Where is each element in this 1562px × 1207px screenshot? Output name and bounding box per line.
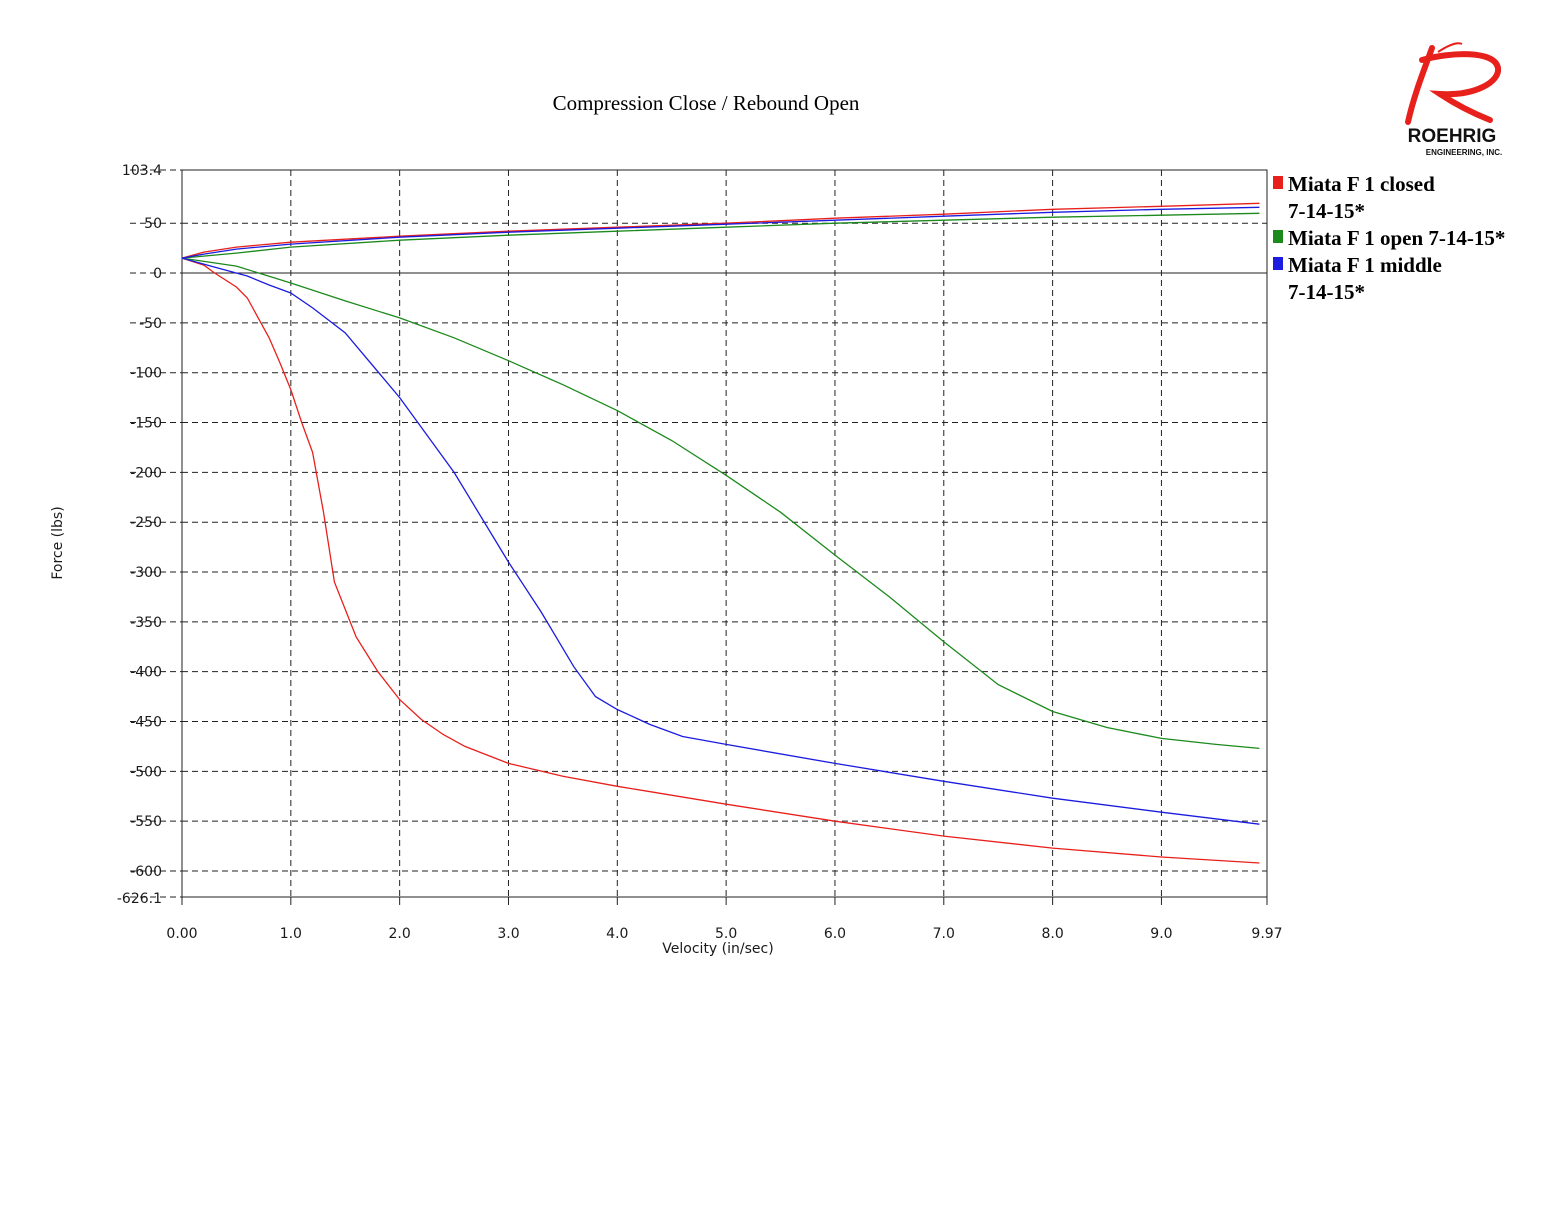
y-tick-label: 103.4 [122, 163, 162, 179]
x-axis-label: Velocity (in/sec) [662, 941, 773, 957]
x-tick-label: 3.0 [497, 926, 519, 942]
logo-r-mark [1405, 45, 1501, 125]
x-tick-label: 9.0 [1150, 926, 1172, 942]
y-tick-label: -350 [130, 615, 162, 631]
y-tick-label: -400 [130, 665, 162, 681]
y-tick-label: -300 [130, 565, 162, 581]
grid [182, 170, 1267, 897]
logo-name: ROEHRIG [1408, 126, 1497, 147]
x-tick-label: 9.97 [1251, 926, 1282, 942]
x-tick-label: 0.00 [166, 926, 197, 942]
x-tick-label: 6.0 [824, 926, 846, 942]
y-tick-label: 0 [153, 266, 162, 282]
series-0-compression-line [181, 257, 1260, 864]
y-tick-label: -150 [130, 416, 162, 432]
x-tick-label: 2.0 [389, 926, 411, 942]
y-tick-label: -250 [130, 515, 162, 531]
y-tick-label: -200 [130, 465, 162, 481]
logo-swoosh [1437, 42, 1463, 53]
legend-label: Miata F 1 middle [1288, 253, 1442, 277]
y-tick-label: -450 [130, 715, 162, 731]
logo-subtitle: ENGINEERING, INC. [1426, 148, 1502, 157]
legend-label: 7-14-15* [1288, 199, 1365, 223]
y-tick-label: -550 [130, 814, 162, 830]
legend-label: Miata F 1 closed [1288, 172, 1435, 196]
series-lines [181, 202, 1260, 864]
x-tick-label: 4.0 [606, 926, 628, 942]
y-tick-label: 50 [144, 216, 162, 232]
series-2-rebound-line [181, 206, 1260, 259]
series-2-compression-line [181, 257, 1260, 825]
y-tick-label: -600 [130, 864, 162, 880]
series-0-rebound-line [181, 202, 1260, 259]
x-tick-label: 8.0 [1041, 926, 1063, 942]
plot-frame [181, 169, 1268, 898]
x-tick-label: 1.0 [280, 926, 302, 942]
x-tick-label: 7.0 [933, 926, 955, 942]
series-1-compression-line [181, 257, 1260, 750]
axes: 0.00 1.0 2.0 3.0 4.0 5.0 6.0 7.0 8.0 9.0 9.97 103.4… [117, 163, 1283, 942]
legend-swatch [1273, 230, 1283, 243]
chart-title: Compression Close / Rebound Open [553, 91, 860, 115]
legend-label: Miata F 1 open 7-14-15* [1288, 226, 1505, 250]
legend: Miata F 1 closed 7-14-15* Miata F 1 open 7… [1273, 172, 1505, 304]
y-axis-label: Force (lbs) [50, 506, 66, 579]
y-tick-label: -100 [130, 366, 162, 382]
legend-swatch [1273, 257, 1283, 270]
series-1-rebound-line [181, 212, 1260, 259]
y-tick-label: -50 [139, 316, 162, 332]
y-tick-label: -626.1 [117, 891, 162, 907]
roehrig-logo: ROEHRIG ENGINEERING, INC. [1405, 42, 1502, 157]
legend-label: 7-14-15* [1288, 280, 1365, 304]
legend-swatch [1273, 176, 1283, 189]
y-tick-label: -500 [130, 764, 162, 780]
x-tick-label: 5.0 [715, 926, 737, 942]
